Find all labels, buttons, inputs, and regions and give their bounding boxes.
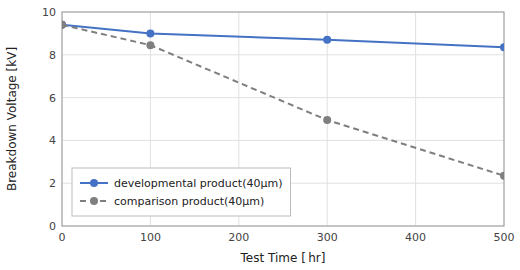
y-tick-label: 6 [49, 92, 56, 105]
series-marker [323, 116, 331, 124]
y-tick-label: 4 [49, 134, 56, 147]
x-axis-label: Test Time [ hr] [240, 251, 326, 265]
plot-frame [62, 12, 504, 226]
legend-marker [90, 197, 98, 205]
y-axis-label: Breakdown Voltage [kV] [5, 47, 19, 191]
series-line [62, 25, 504, 47]
x-tick-label: 400 [405, 231, 426, 244]
legend-marker [90, 179, 98, 187]
series-marker [62, 21, 66, 29]
y-tick-label: 2 [49, 177, 56, 190]
y-grid-line [62, 54, 504, 55]
y-tick-label: 0 [49, 220, 56, 233]
x-tick-label: 500 [494, 231, 515, 244]
legend-box [72, 168, 290, 216]
chart: 02468100100200300400500Test Time [ hr]Br… [0, 0, 520, 270]
legend-label: developmental product(40μm) [114, 177, 282, 190]
x-tick-label: 0 [59, 231, 66, 244]
series-marker [500, 43, 504, 51]
x-tick-label: 200 [228, 231, 249, 244]
series-marker [62, 21, 66, 29]
legend-label: comparison product(40μm) [114, 195, 264, 208]
y-grid-line [62, 140, 504, 141]
series-line [62, 25, 504, 176]
legend: developmental product(40μm) comparison pr… [72, 168, 290, 216]
series-marker [146, 41, 154, 49]
y-tick-label: 10 [42, 6, 56, 19]
y-grid-line [62, 97, 504, 98]
series-marker [323, 36, 331, 44]
x-tick-label: 100 [140, 231, 161, 244]
grid [62, 12, 504, 226]
plot-area [62, 21, 504, 180]
x-tick-label: 300 [317, 231, 338, 244]
series-marker [500, 172, 504, 180]
series-marker [146, 29, 154, 37]
y-tick-label: 8 [49, 49, 56, 62]
